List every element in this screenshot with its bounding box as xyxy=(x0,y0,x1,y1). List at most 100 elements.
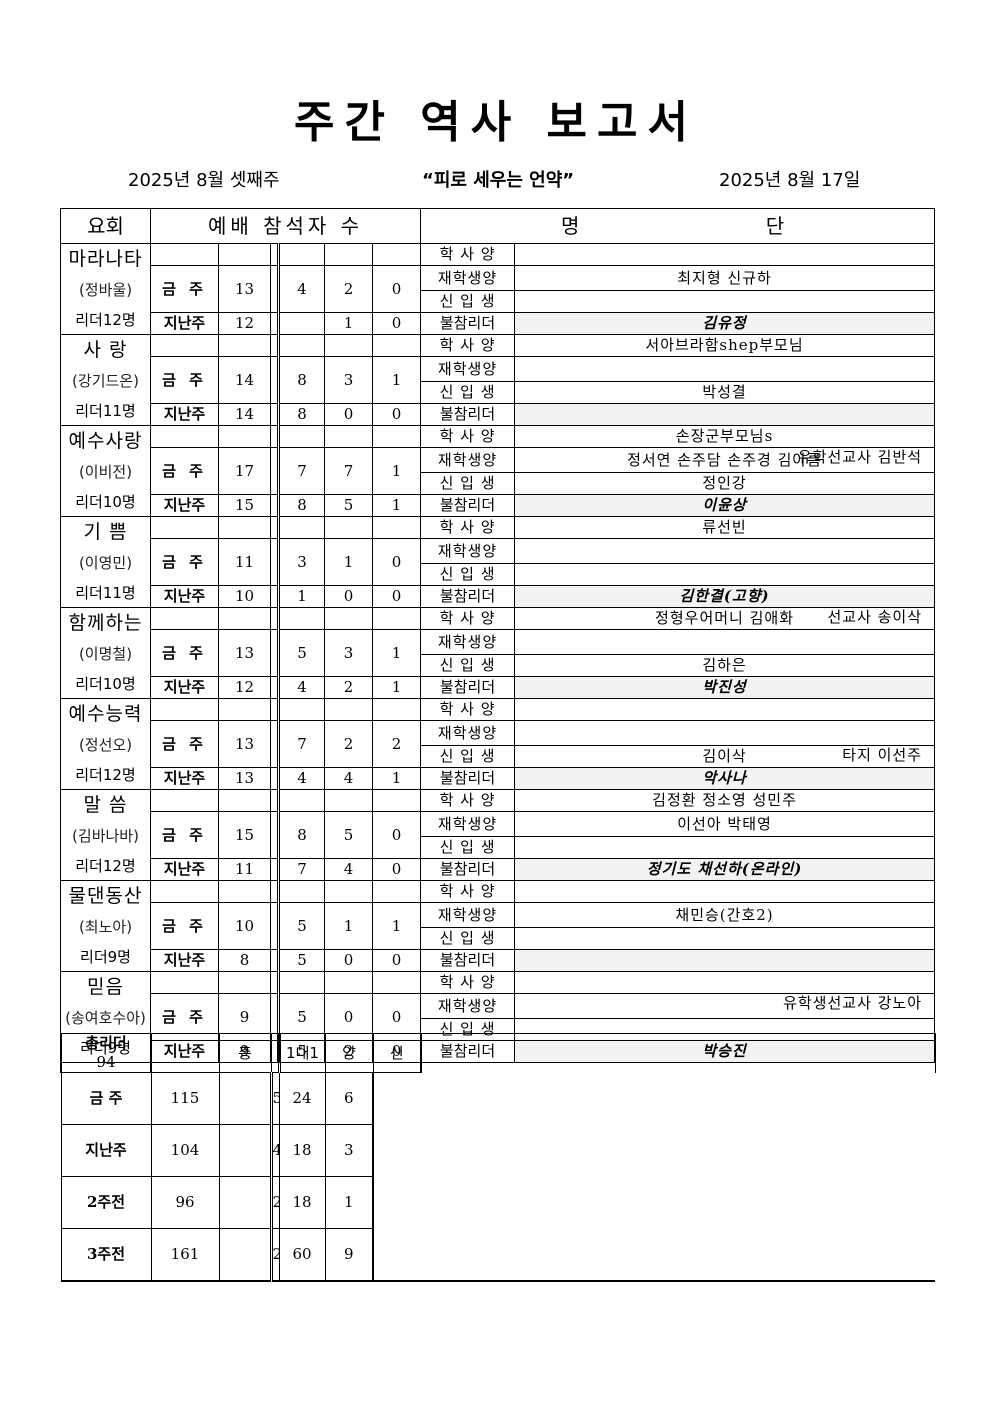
summary-header-row: 총리더 94 총 1대1 양 신 xyxy=(60,1033,936,1073)
group-row: 물댄동산 (최노아) 리더9명 학 사 양 xyxy=(60,880,936,972)
enrolled-category: 재학생양 xyxy=(420,356,516,382)
group-leader-count: 리더10명 xyxy=(75,675,136,693)
enrolled-names-cell xyxy=(514,356,936,382)
blank-label-cell xyxy=(150,880,219,903)
absent-leaders xyxy=(514,403,936,426)
group-name: 말 씀 xyxy=(83,794,128,816)
group-column-header: 요회 xyxy=(60,208,151,244)
group-name-cell: 말 씀 (김바나바) 리더12명 xyxy=(60,789,151,881)
enrolled-extra: 유학선교사 김반석 xyxy=(797,448,923,467)
blank-total-cell xyxy=(218,971,271,994)
group-row: 금 주 15 8 5 0 재학생양 이선아 박태영 xyxy=(61,811,936,859)
group-row: 말 씀 (김바나바) 리더12명 학 사 양 김정환 정소영 성민주 xyxy=(60,789,936,881)
summary-new: 1 xyxy=(324,1176,374,1229)
group-row: 믿음 (송여호수아) 리더9명 학 사 양 xyxy=(60,971,936,1063)
group-name: 기 쁨 xyxy=(83,521,128,543)
group-row: 신 입 생 xyxy=(61,927,936,950)
group-row: 신 입 생 김이삭 타지 이선주 xyxy=(61,745,936,768)
study-category: 학 사 양 xyxy=(420,516,516,539)
study-category: 학 사 양 xyxy=(420,789,516,812)
group-row: 지난주 8 5 0 0 불참리더 xyxy=(61,949,936,972)
this-week-new-cell: 1 xyxy=(371,447,422,495)
blank-new-cell xyxy=(371,698,422,721)
group-leader: (송여호수아) xyxy=(65,1009,146,1027)
absent-leaders xyxy=(514,949,936,972)
report-week: 2025년 8월 셋째주 xyxy=(128,170,280,191)
last-week-one-cell: 4 xyxy=(278,767,325,790)
group-name-cell: 함께하는 (이명철) 리더10명 xyxy=(60,607,151,699)
enrolled-names: 정서연 손주담 손주경 김아름 xyxy=(627,450,822,469)
group-leader: (이명철) xyxy=(78,645,133,663)
study-names: 류선빈 xyxy=(702,518,747,536)
group-row: 지난주 10 1 0 0 불참리더 김한결(고향) xyxy=(61,585,936,608)
group-name: 물댄동산 xyxy=(68,885,143,907)
group-row: 금 주 13 4 2 0 재학생양 최지형 신규하 xyxy=(61,265,936,313)
summary-table: 총리더 94 총 1대1 양 신 금 주11552246지난주104421832… xyxy=(60,1033,936,1282)
this-week-yang-cell: 5 xyxy=(324,811,373,859)
group-row: 예수사랑 (이비전) 리더10명 학 사 양 손장군부모님s xyxy=(60,425,936,517)
blank-spacer-cell xyxy=(270,698,280,721)
summary-new-header: 신 xyxy=(372,1033,422,1073)
newcomer-names-cell: 김하은 xyxy=(514,654,936,677)
study-names-cell xyxy=(514,243,936,266)
summary-new: 9 xyxy=(324,1228,374,1282)
summary-yang: 18 xyxy=(278,1176,326,1229)
last-week-one-cell: 4 xyxy=(278,676,325,699)
blank-total-cell xyxy=(218,880,271,903)
last-week-label: 지난주 xyxy=(150,494,219,517)
newcomer-category: 신 입 생 xyxy=(420,381,516,404)
enrolled-category: 재학생양 xyxy=(420,265,516,291)
study-names-cell: 류선빈 xyxy=(514,516,936,539)
group-row: 금 주 10 5 1 1 재학생양 채민승(간호2) xyxy=(61,902,936,950)
newcomer-extra: 타지 이선주 xyxy=(842,746,923,765)
total-leaders-cell: 총리더 94 xyxy=(60,1033,152,1073)
summary-row-label: 지난주 xyxy=(60,1124,152,1177)
newcomer-names: 정인강 xyxy=(702,474,747,492)
group-leader-count: 리더9명 xyxy=(80,948,131,966)
summary-spacer-header xyxy=(270,1033,281,1073)
study-names: 정형우어머니 김애화 xyxy=(655,609,795,627)
total-leaders-label: 총리더 xyxy=(85,1034,127,1053)
last-week-one-cell: 7 xyxy=(278,858,325,881)
group-row: 금 주 13 5 3 1 재학생양 xyxy=(61,629,936,677)
this-week-one-cell: 5 xyxy=(278,902,325,950)
summary-yang: 24 xyxy=(278,1072,326,1125)
summary-new: 3 xyxy=(324,1124,374,1177)
this-week-label: 금 주 xyxy=(150,356,219,404)
report-motto: “피로 세우는 언약” xyxy=(422,170,575,191)
summary-total: 96 xyxy=(150,1176,220,1229)
this-week-one-cell: 7 xyxy=(278,720,325,768)
enrolled-category: 재학생양 xyxy=(420,902,516,928)
last-week-new-cell: 1 xyxy=(371,676,422,699)
last-week-one-cell xyxy=(278,312,325,335)
last-week-one-cell: 8 xyxy=(278,494,325,517)
last-week-total-cell: 12 xyxy=(218,676,271,699)
blank-label-cell xyxy=(150,789,219,812)
enrolled-category: 재학생양 xyxy=(420,811,516,837)
last-week-new-cell: 0 xyxy=(371,585,422,608)
this-week-one-cell: 7 xyxy=(278,447,325,495)
blank-one-cell xyxy=(278,243,325,266)
blank-one-cell xyxy=(278,607,325,630)
group-row: 금 주 14 8 3 1 재학생양 xyxy=(61,356,936,404)
newcomer-category: 신 입 생 xyxy=(420,563,516,586)
blank-yang-cell xyxy=(324,971,373,994)
summary-blank-area xyxy=(420,1033,936,1073)
this-week-label: 금 주 xyxy=(150,265,219,313)
summary-total: 115 xyxy=(150,1072,220,1125)
enrolled-extra: 유학생선교사 강노아 xyxy=(783,994,923,1013)
group-row: 지난주 14 8 0 0 불참리더 xyxy=(61,403,936,426)
summary-new: 6 xyxy=(324,1072,374,1125)
summary-row-label: 3주전 xyxy=(60,1228,152,1282)
last-week-one-cell: 5 xyxy=(278,949,325,972)
group-name: 함께하는 xyxy=(68,612,143,634)
group-name-cell: 물댄동산 (최노아) 리더9명 xyxy=(60,880,151,972)
this-week-new-cell: 0 xyxy=(371,265,422,313)
group-leader-count: 리더12명 xyxy=(75,857,136,875)
this-week-one-cell: 8 xyxy=(278,811,325,859)
last-week-total-cell: 14 xyxy=(218,403,271,426)
this-week-new-cell: 1 xyxy=(371,356,422,404)
enrolled-names-cell xyxy=(514,629,936,655)
